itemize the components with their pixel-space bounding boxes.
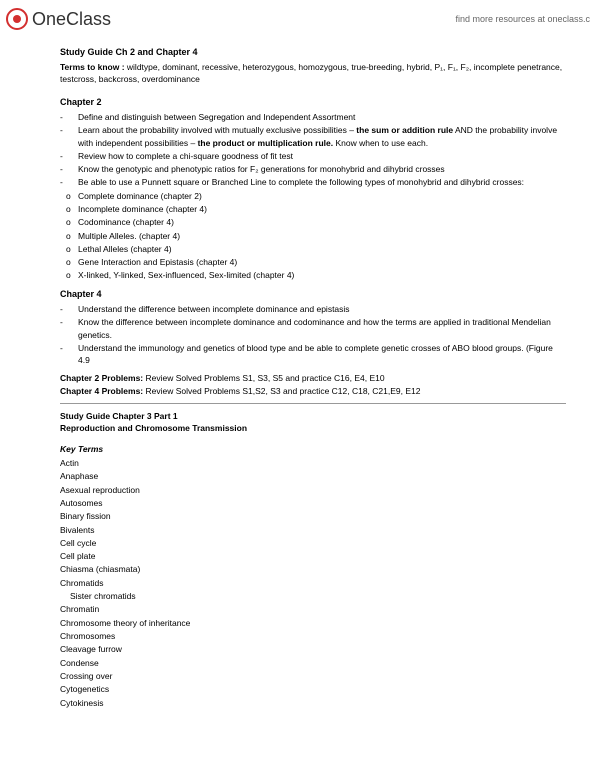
term: Asexual reproduction xyxy=(60,484,566,496)
ch4-bullet: -Understand the immunology and genetics … xyxy=(60,342,566,367)
term: Cleavage furrow xyxy=(60,643,566,655)
logo: OneClass xyxy=(6,8,111,30)
key-terms-heading: Key Terms xyxy=(60,443,566,455)
ch2-sub-bullet: oGene Interaction and Epistasis (chapter… xyxy=(60,256,566,268)
terms-text: wildtype, dominant, recessive, heterozyg… xyxy=(60,62,562,84)
ch2-continuation: with independent possibilities – the pro… xyxy=(60,137,566,149)
chapter-2-heading: Chapter 2 xyxy=(60,96,566,109)
tagline: find more resources at oneclass.c xyxy=(455,14,590,24)
chapter-4-problems: Chapter 4 Problems: Review Solved Proble… xyxy=(60,385,566,397)
chapter-4-heading: Chapter 4 xyxy=(60,288,566,301)
study-guide-title: Study Guide Ch 2 and Chapter 4 xyxy=(60,46,566,59)
term: Cell cycle xyxy=(60,537,566,549)
ch2-sub-bullet: oComplete dominance (chapter 2) xyxy=(60,190,566,202)
ch2-sub-bullet: oIncomplete dominance (chapter 4) xyxy=(60,203,566,215)
ch2-bullet: -Be able to use a Punnett square or Bran… xyxy=(60,176,566,188)
logo-text: OneClass xyxy=(32,9,111,30)
term: Chromosome theory of inheritance xyxy=(60,617,566,629)
ch4-bullet: -Understand the difference between incom… xyxy=(60,303,566,315)
ch2-bullet: -Know the genotypic and phenotypic ratio… xyxy=(60,163,566,175)
term: Chromatids xyxy=(60,577,566,589)
ch2-sub-bullet: oCodominance (chapter 4) xyxy=(60,216,566,228)
terms-label: Terms to know : xyxy=(60,62,125,72)
term: Condense xyxy=(60,657,566,669)
document-body: Study Guide Ch 2 and Chapter 4 Terms to … xyxy=(0,34,596,709)
term-sub: Sister chromatids xyxy=(60,590,566,602)
oneclass-logo-icon xyxy=(6,8,28,30)
study-guide-3-title: Study Guide Chapter 3 Part 1 xyxy=(60,410,566,422)
term: Chromatin xyxy=(60,603,566,615)
term: Crossing over xyxy=(60,670,566,682)
term: Autosomes xyxy=(60,497,566,509)
ch2-sub-bullet: oLethal Alleles (chapter 4) xyxy=(60,243,566,255)
term: Bivalents xyxy=(60,524,566,536)
term: Chiasma (chiasmata) xyxy=(60,563,566,575)
ch4-bullet: -Know the difference between incomplete … xyxy=(60,316,566,328)
terms-to-know: Terms to know : wildtype, dominant, rece… xyxy=(60,61,566,86)
term: Binary fission xyxy=(60,510,566,522)
study-guide-3-subtitle: Reproduction and Chromosome Transmission xyxy=(60,422,566,434)
ch2-bullet: -Learn about the probability involved wi… xyxy=(60,124,566,136)
divider xyxy=(60,403,566,404)
ch2-sub-bullet: oMultiple Alleles. (chapter 4) xyxy=(60,230,566,242)
page-header: OneClass find more resources at oneclass… xyxy=(0,0,596,34)
term: Chromosomes xyxy=(60,630,566,642)
chapter-2-problems: Chapter 2 Problems: Review Solved Proble… xyxy=(60,372,566,384)
ch4-continuation: genetics. xyxy=(60,329,566,341)
term: Cytokinesis xyxy=(60,697,566,709)
ch2-sub-bullet: oX-linked, Y-linked, Sex-influenced, Sex… xyxy=(60,269,566,281)
ch2-bullet: -Review how to complete a chi-square goo… xyxy=(60,150,566,162)
term: Actin xyxy=(60,457,566,469)
term: Anaphase xyxy=(60,470,566,482)
term: Cell plate xyxy=(60,550,566,562)
term: Cytogenetics xyxy=(60,683,566,695)
ch2-bullet: -Define and distinguish between Segregat… xyxy=(60,111,566,123)
